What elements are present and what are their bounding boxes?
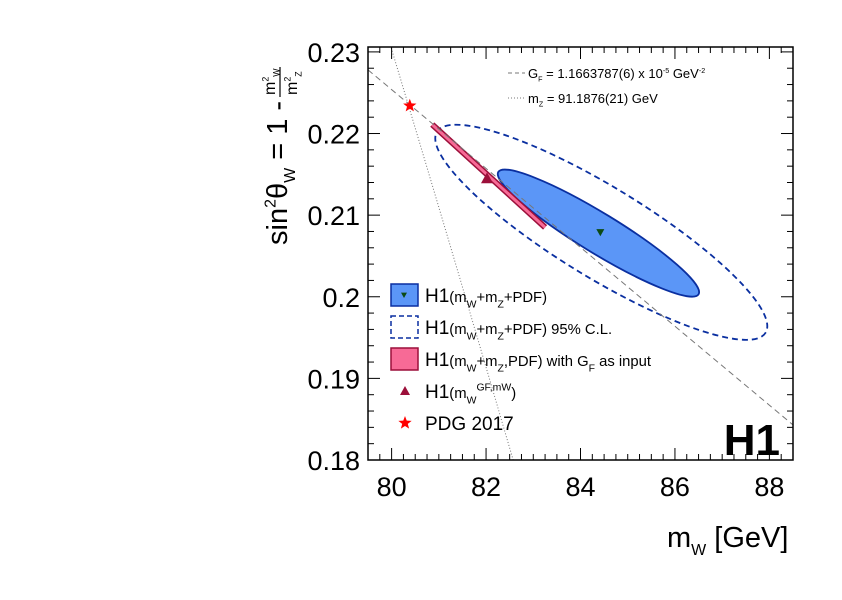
- text-segment: W: [271, 68, 281, 77]
- text-segment: Z: [497, 299, 504, 310]
- legend-triangle-up-icon: [400, 386, 410, 395]
- text-segment: m: [262, 82, 279, 95]
- text-segment: 2: [262, 199, 279, 208]
- text-segment: H1: [425, 318, 449, 339]
- y-tick-label: 0.21: [307, 201, 360, 231]
- text-segment: GeV: [669, 66, 699, 81]
- y-axis-label-text: sin2​θW​ = 1 -: [262, 101, 299, 245]
- text-segment: m: [667, 522, 691, 554]
- text-segment: W: [467, 363, 477, 374]
- text-segment: W: [467, 331, 477, 342]
- text-segment: +m: [476, 290, 497, 306]
- text-segment: GF,mW: [476, 382, 511, 393]
- legend-label: H1(mW​GF,mW​): [425, 382, 516, 406]
- ellipse-68cl: [496, 168, 700, 298]
- mz-curve: [390, 47, 514, 460]
- text-segment: PDG 2017: [425, 414, 514, 435]
- x-tick-label: 80: [377, 472, 407, 502]
- text-segment: H1: [425, 382, 449, 403]
- h1-gf-mw-marker: [481, 172, 493, 184]
- plot-marks: [368, 47, 793, 460]
- text-segment: +PDF): [504, 290, 547, 306]
- text-segment: +PDF) 95% C.L.: [504, 322, 612, 338]
- text-segment: +m: [476, 322, 497, 338]
- text-segment: (m: [449, 290, 466, 306]
- legend-label: H1(mW​+mZ​+PDF) 95% C.L.: [425, 318, 612, 342]
- text-segment: m: [284, 82, 301, 95]
- text-segment: Z: [497, 331, 504, 342]
- y-tick-label: 0.18: [307, 446, 360, 476]
- text-segment: W: [467, 395, 477, 406]
- text-segment: [GeV]: [706, 522, 788, 554]
- legend-star-icon: [398, 416, 412, 429]
- text-segment: G: [528, 66, 538, 81]
- text-segment: = 1.1663787(6) x 10: [543, 66, 663, 81]
- x-tick-label: 88: [754, 472, 784, 502]
- h1-logo: H1: [724, 416, 780, 465]
- text-segment: +m: [476, 354, 497, 370]
- text-segment: (m: [449, 386, 466, 402]
- pdg-star-marker: [403, 98, 417, 112]
- y-axis-label: sin2​θW​ = 1 - m2​W​m2​Z​: [261, 67, 304, 245]
- text-segment: = 91.1876(21) GeV: [543, 91, 658, 106]
- legend-label: H1(mW​+mZ​+PDF): [425, 286, 547, 310]
- text-segment: sin: [262, 208, 294, 245]
- text-segment: m: [528, 91, 539, 106]
- y-label-denominator: m2​Z​: [283, 71, 304, 95]
- text-segment: as input: [595, 354, 651, 370]
- text-segment: F: [538, 76, 543, 84]
- text-segment: = 1 -: [262, 101, 294, 168]
- y-tick-label: 0.2: [322, 283, 360, 313]
- text-segment: W: [467, 299, 477, 310]
- x-tick-label: 86: [660, 472, 690, 502]
- text-segment: (m: [449, 354, 466, 370]
- x-tick-label: 84: [565, 472, 595, 502]
- legend: H1(mW​+mZ​+PDF)H1(mW​+mZ​+PDF) 95% C.L.H…: [390, 283, 651, 435]
- text-segment: θ: [262, 183, 294, 199]
- annotations: GF​ = 1.1663787(6) x 10-5​ GeV-2​ mZ​ = 9…: [508, 66, 705, 109]
- text-segment: 2: [283, 77, 293, 82]
- text-segment: F: [589, 363, 595, 374]
- y-label-numerator: m2​W​: [261, 68, 282, 95]
- x-tick-label: 82: [471, 472, 501, 502]
- text-segment: 2: [261, 77, 271, 82]
- text-segment: Z: [539, 101, 544, 109]
- axes: 80 82 84 86 88 0.18 0.19 0.2 0.21 0.22 0.23 mW​ [Ge…: [261, 38, 794, 559]
- gf-line: [368, 69, 793, 426]
- legend-triangle-down-icon: [401, 292, 407, 298]
- text-segment: Z: [293, 71, 303, 77]
- x-axis-label: mW​ [GeV]: [667, 522, 788, 559]
- text-segment: H1: [425, 286, 449, 307]
- h1-central-marker: [596, 229, 605, 237]
- legend-dashed-box-icon: [390, 315, 419, 339]
- legend-label: PDG 2017: [425, 414, 514, 435]
- text-segment: H1: [425, 350, 449, 371]
- text-segment: W: [282, 168, 299, 183]
- y-tick-label: 0.22: [307, 120, 360, 150]
- annotation-text: GF​ = 1.1663787(6) x 10-5​ GeV-2​: [528, 66, 705, 84]
- text-segment: W: [691, 542, 706, 559]
- legend-pink-box-icon: [390, 347, 419, 371]
- text-segment: ,PDF) with G: [504, 354, 589, 370]
- legend-label: H1(mW​+mZ​,PDF) with GF​ as input: [425, 350, 651, 374]
- annotation-text: mZ​ = 91.1876(21) GeV: [528, 91, 658, 109]
- y-tick-label: 0.19: [307, 364, 360, 394]
- text-segment: -2: [699, 67, 705, 75]
- text-segment: Z: [497, 363, 504, 374]
- text-segment: (m: [449, 322, 466, 338]
- y-tick-label: 0.23: [307, 38, 360, 68]
- text-segment: ): [511, 386, 516, 402]
- text-segment: -5: [663, 67, 669, 75]
